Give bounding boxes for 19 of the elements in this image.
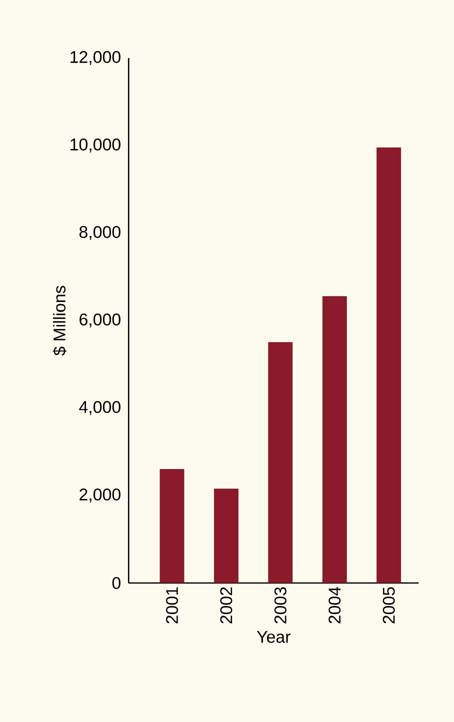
x-tick-label: 2005 [382, 587, 395, 624]
bar [376, 147, 402, 583]
y-tick-label: 0 [112, 577, 120, 589]
y-tick-label: 10,000 [70, 138, 120, 152]
y-tick-label: 8,000 [79, 226, 120, 240]
bar [214, 488, 238, 583]
x-axis-title: Year [256, 631, 290, 643]
y-tick-label: 4,000 [79, 401, 120, 415]
y-axis-title: $ Millions [52, 286, 66, 356]
x-tick-label: 2002 [220, 587, 232, 624]
bar [268, 342, 293, 583]
y-tick-label: 6,000 [80, 313, 120, 328]
x-tick-label: 2004 [328, 587, 341, 624]
bar [160, 469, 184, 583]
y-tick-label: 12,000 [70, 50, 120, 65]
bar [322, 296, 347, 583]
x-tick-label: 2001 [166, 587, 178, 624]
x-tick-label: 2003 [274, 587, 286, 624]
y-tick-label: 2,000 [80, 488, 120, 502]
